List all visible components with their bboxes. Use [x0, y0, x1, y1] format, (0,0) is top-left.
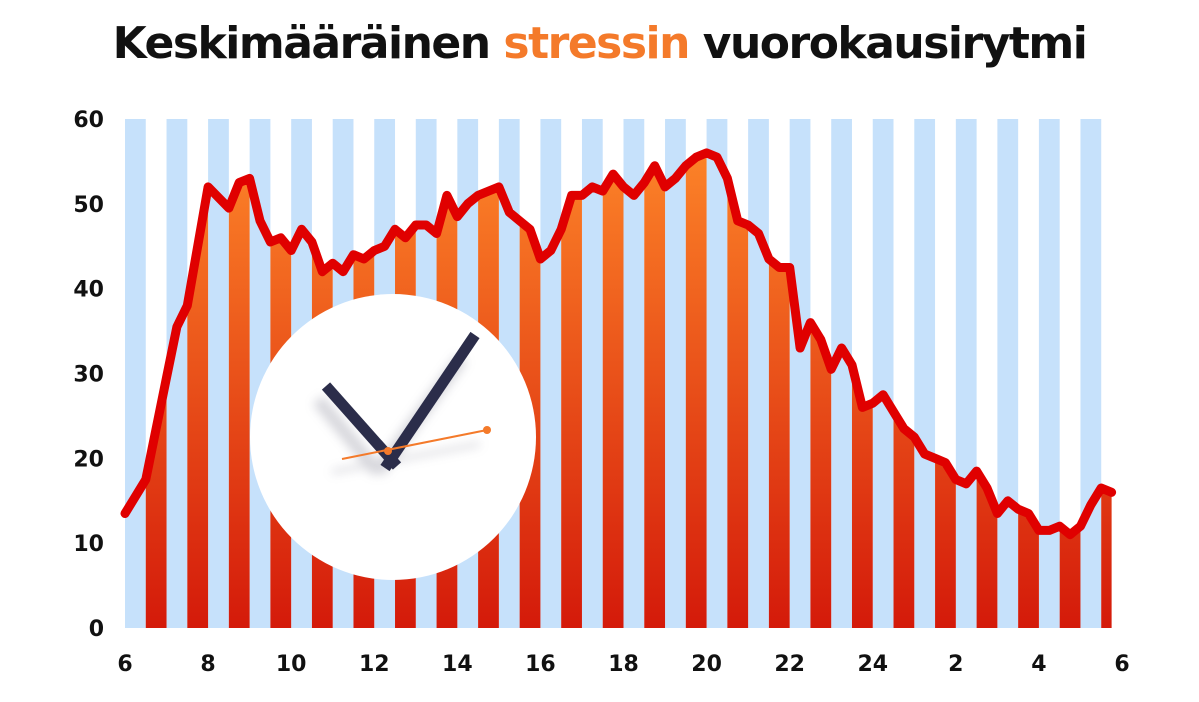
y-tick-label: 0 [89, 617, 104, 642]
area-segment [893, 152, 915, 628]
area-segment [935, 152, 956, 628]
x-tick-label: 6 [1114, 652, 1129, 677]
title-highlight: stressin [503, 18, 690, 69]
background-stripe [872, 119, 894, 628]
area-segment [810, 152, 832, 628]
background-stripe [623, 119, 645, 628]
background-stripe [125, 119, 146, 628]
x-tick-label: 8 [200, 652, 215, 677]
y-tick-label: 50 [73, 193, 104, 218]
area-segment [768, 152, 790, 628]
area-segment [1018, 152, 1039, 628]
background-stripes [125, 119, 1102, 628]
x-tick-label: 18 [608, 652, 639, 677]
x-tick-label: 6 [117, 652, 132, 677]
x-axis: 6 8 10 12 14 16 18 20 22 24 2 4 6 [117, 652, 1129, 677]
area-segment [727, 152, 749, 628]
y-axis: 0 10 20 30 40 50 60 [73, 108, 104, 642]
x-tick-label: 10 [276, 652, 307, 677]
background-stripe [166, 119, 188, 628]
background-stripe [706, 119, 728, 628]
title-part-3: vuorokausirytmi [688, 18, 1088, 69]
x-tick-label: 2 [948, 652, 963, 677]
area-segment [644, 152, 666, 628]
area-segment [976, 152, 998, 628]
x-tick-label: 12 [359, 652, 390, 677]
y-tick-label: 30 [73, 363, 104, 388]
stress-line [120, 148, 1117, 540]
area-segment [1059, 152, 1081, 628]
background-stripe [997, 119, 1019, 628]
x-tick-label: 22 [774, 652, 805, 677]
x-tick-label: 20 [691, 652, 722, 677]
y-tick-label: 10 [73, 532, 104, 557]
background-stripe [789, 119, 811, 628]
background-stripe [208, 119, 229, 628]
area-segment [228, 152, 250, 628]
background-stripe [581, 119, 603, 628]
background-stripe [540, 119, 562, 628]
x-tick-label: 24 [857, 652, 888, 677]
title-part-1: Keskimääräinen [112, 18, 504, 69]
area-segment [685, 152, 707, 628]
x-tick-label: 14 [442, 652, 473, 677]
area-segment [602, 152, 624, 628]
y-tick-label: 20 [73, 447, 104, 472]
area-segment [1101, 152, 1112, 628]
background-stripe [955, 119, 977, 628]
x-tick-label: 4 [1031, 652, 1046, 677]
area-segment [561, 152, 582, 628]
y-tick-label: 40 [73, 278, 104, 303]
background-stripe [1080, 119, 1102, 628]
y-tick-label: 60 [73, 108, 104, 133]
x-tick-label: 16 [525, 652, 556, 677]
chart-title: Keskimääräinen stressin vuorokausirytmi [0, 18, 1199, 69]
background-stripe [1038, 119, 1060, 628]
background-stripe [831, 119, 852, 628]
background-stripe [665, 119, 686, 628]
background-stripe [914, 119, 936, 628]
background-stripe [748, 119, 769, 628]
area-segment [519, 152, 541, 628]
analog-clock-icon [250, 294, 536, 580]
